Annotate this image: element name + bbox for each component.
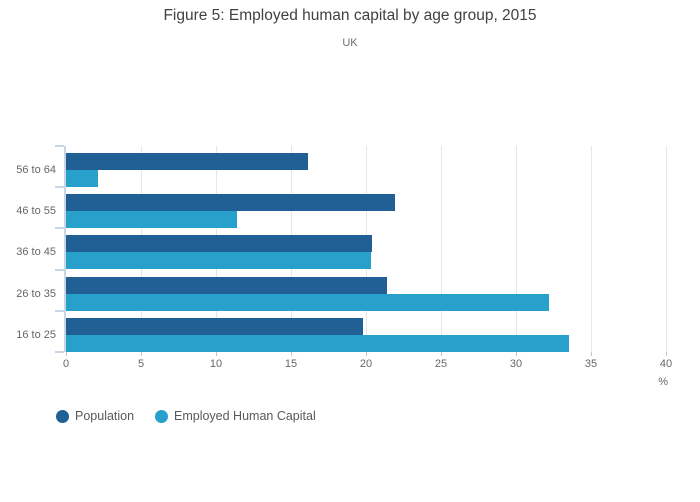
x-axis-tick-20	[365, 352, 367, 356]
x-axis-tick-label: 5	[137, 358, 145, 370]
y-axis-tick	[55, 145, 64, 147]
x-axis-tick-10	[215, 352, 217, 356]
x-axis-tick-label: 0	[62, 358, 70, 370]
bar-employed-human-capital-46-to-55[interactable]	[66, 211, 237, 229]
x-axis-tick-label: 20	[359, 358, 373, 370]
x-axis-tick-15	[290, 352, 292, 356]
x-axis-tick-label: 10	[209, 358, 223, 370]
y-axis-tick	[55, 351, 64, 353]
y-axis-tick	[55, 227, 64, 230]
x-axis-tick-label: 25	[434, 358, 448, 370]
bar-population-16-to-25[interactable]	[66, 317, 363, 335]
bar-population-56-to-64[interactable]	[66, 153, 308, 170]
y-axis-tick	[55, 186, 64, 189]
x-axis-tick-0	[65, 352, 67, 356]
legend-label: Employed Human Capital	[174, 409, 316, 423]
legend-item-employed-human-capital[interactable]: Employed Human Capital	[155, 408, 316, 424]
gridline-x-40	[665, 146, 667, 352]
chart-title: Figure 5: Employed human capital by age …	[163, 7, 537, 24]
x-axis-tick-30	[515, 352, 517, 356]
bar-employed-human-capital-36-to-45[interactable]	[66, 252, 371, 270]
legend-label: Population	[75, 409, 135, 423]
y-axis-line	[64, 146, 66, 352]
bar-population-36-to-45[interactable]	[66, 235, 372, 253]
y-axis-category-label: 26 to 35	[16, 287, 56, 300]
gridline-x-25	[440, 146, 442, 352]
y-axis-category-label: 56 to 64	[16, 164, 56, 176]
y-axis-category-label: 16 to 25	[16, 328, 56, 341]
gridline-x-30	[515, 146, 517, 352]
x-axis-tick-label: 30	[509, 358, 523, 370]
y-axis-tick	[55, 268, 64, 271]
y-axis-category-label: 36 to 45	[16, 246, 56, 259]
x-axis-tick-40	[665, 352, 667, 356]
chart-subtitle: UK	[342, 37, 358, 49]
x-axis-unit-label: %	[658, 376, 668, 388]
x-axis-tick-5	[140, 352, 142, 356]
legend-swatch-population-icon	[56, 409, 69, 423]
legend-item-population[interactable]: Population	[56, 408, 134, 424]
x-axis-tick-label: 15	[284, 358, 298, 370]
x-axis-tick-25	[440, 352, 442, 356]
x-axis-tick-35	[590, 352, 592, 356]
y-axis-tick	[55, 309, 64, 312]
y-axis-category-label: 46 to 55	[16, 205, 56, 218]
bar-employed-human-capital-26-to-35[interactable]	[66, 293, 549, 311]
bar-population-26-to-35[interactable]	[66, 276, 387, 294]
bar-employed-human-capital-16-to-25[interactable]	[66, 334, 569, 352]
x-axis-tick-label: 35	[584, 358, 598, 370]
legend-swatch-employed-human-capital-icon	[155, 409, 168, 423]
bar-population-46-to-55[interactable]	[66, 194, 395, 212]
x-axis-tick-label: 40	[659, 358, 673, 370]
gridline-x-35	[590, 146, 592, 352]
bar-employed-human-capital-56-to-64[interactable]	[66, 170, 98, 187]
